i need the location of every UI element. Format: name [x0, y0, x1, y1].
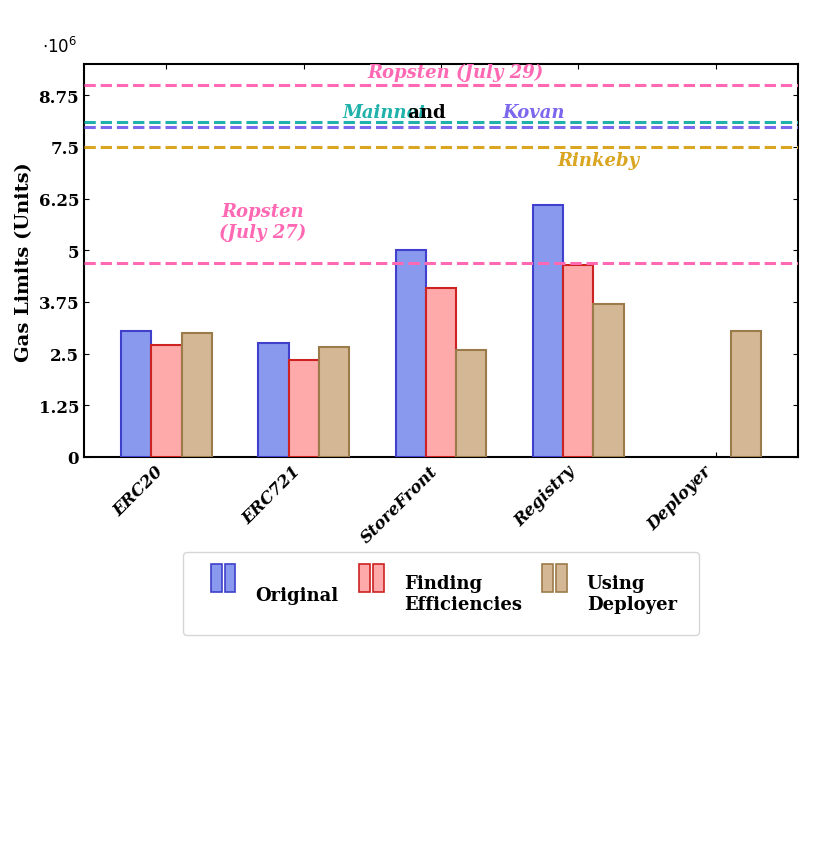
Text: Rinkeby: Rinkeby [557, 152, 639, 170]
Bar [533, 206, 563, 457]
Bar [259, 344, 289, 457]
Bar [396, 251, 426, 457]
Y-axis label: Gas Limits (Units): Gas Limits (Units) [15, 161, 33, 361]
Bar [151, 346, 181, 457]
Text: Kovan: Kovan [502, 104, 565, 122]
Bar [563, 265, 593, 457]
Bar [731, 332, 761, 457]
Bar [456, 350, 486, 457]
Text: Ropsten
(July 27): Ropsten (July 27) [219, 203, 307, 241]
Text: Mainnet: Mainnet [342, 104, 427, 122]
Bar [289, 361, 319, 457]
Bar [319, 348, 349, 457]
Bar [593, 305, 624, 457]
Text: and: and [402, 104, 452, 122]
Text: Ropsten (July 29): Ropsten (July 29) [367, 63, 543, 82]
Bar [426, 288, 456, 457]
Bar [121, 332, 151, 457]
Legend: Original, Finding
Efficiencies, Using
Deployer: Original, Finding Efficiencies, Using De… [184, 553, 698, 635]
Bar [181, 334, 211, 457]
Text: $\cdot10^6$: $\cdot10^6$ [41, 38, 77, 57]
